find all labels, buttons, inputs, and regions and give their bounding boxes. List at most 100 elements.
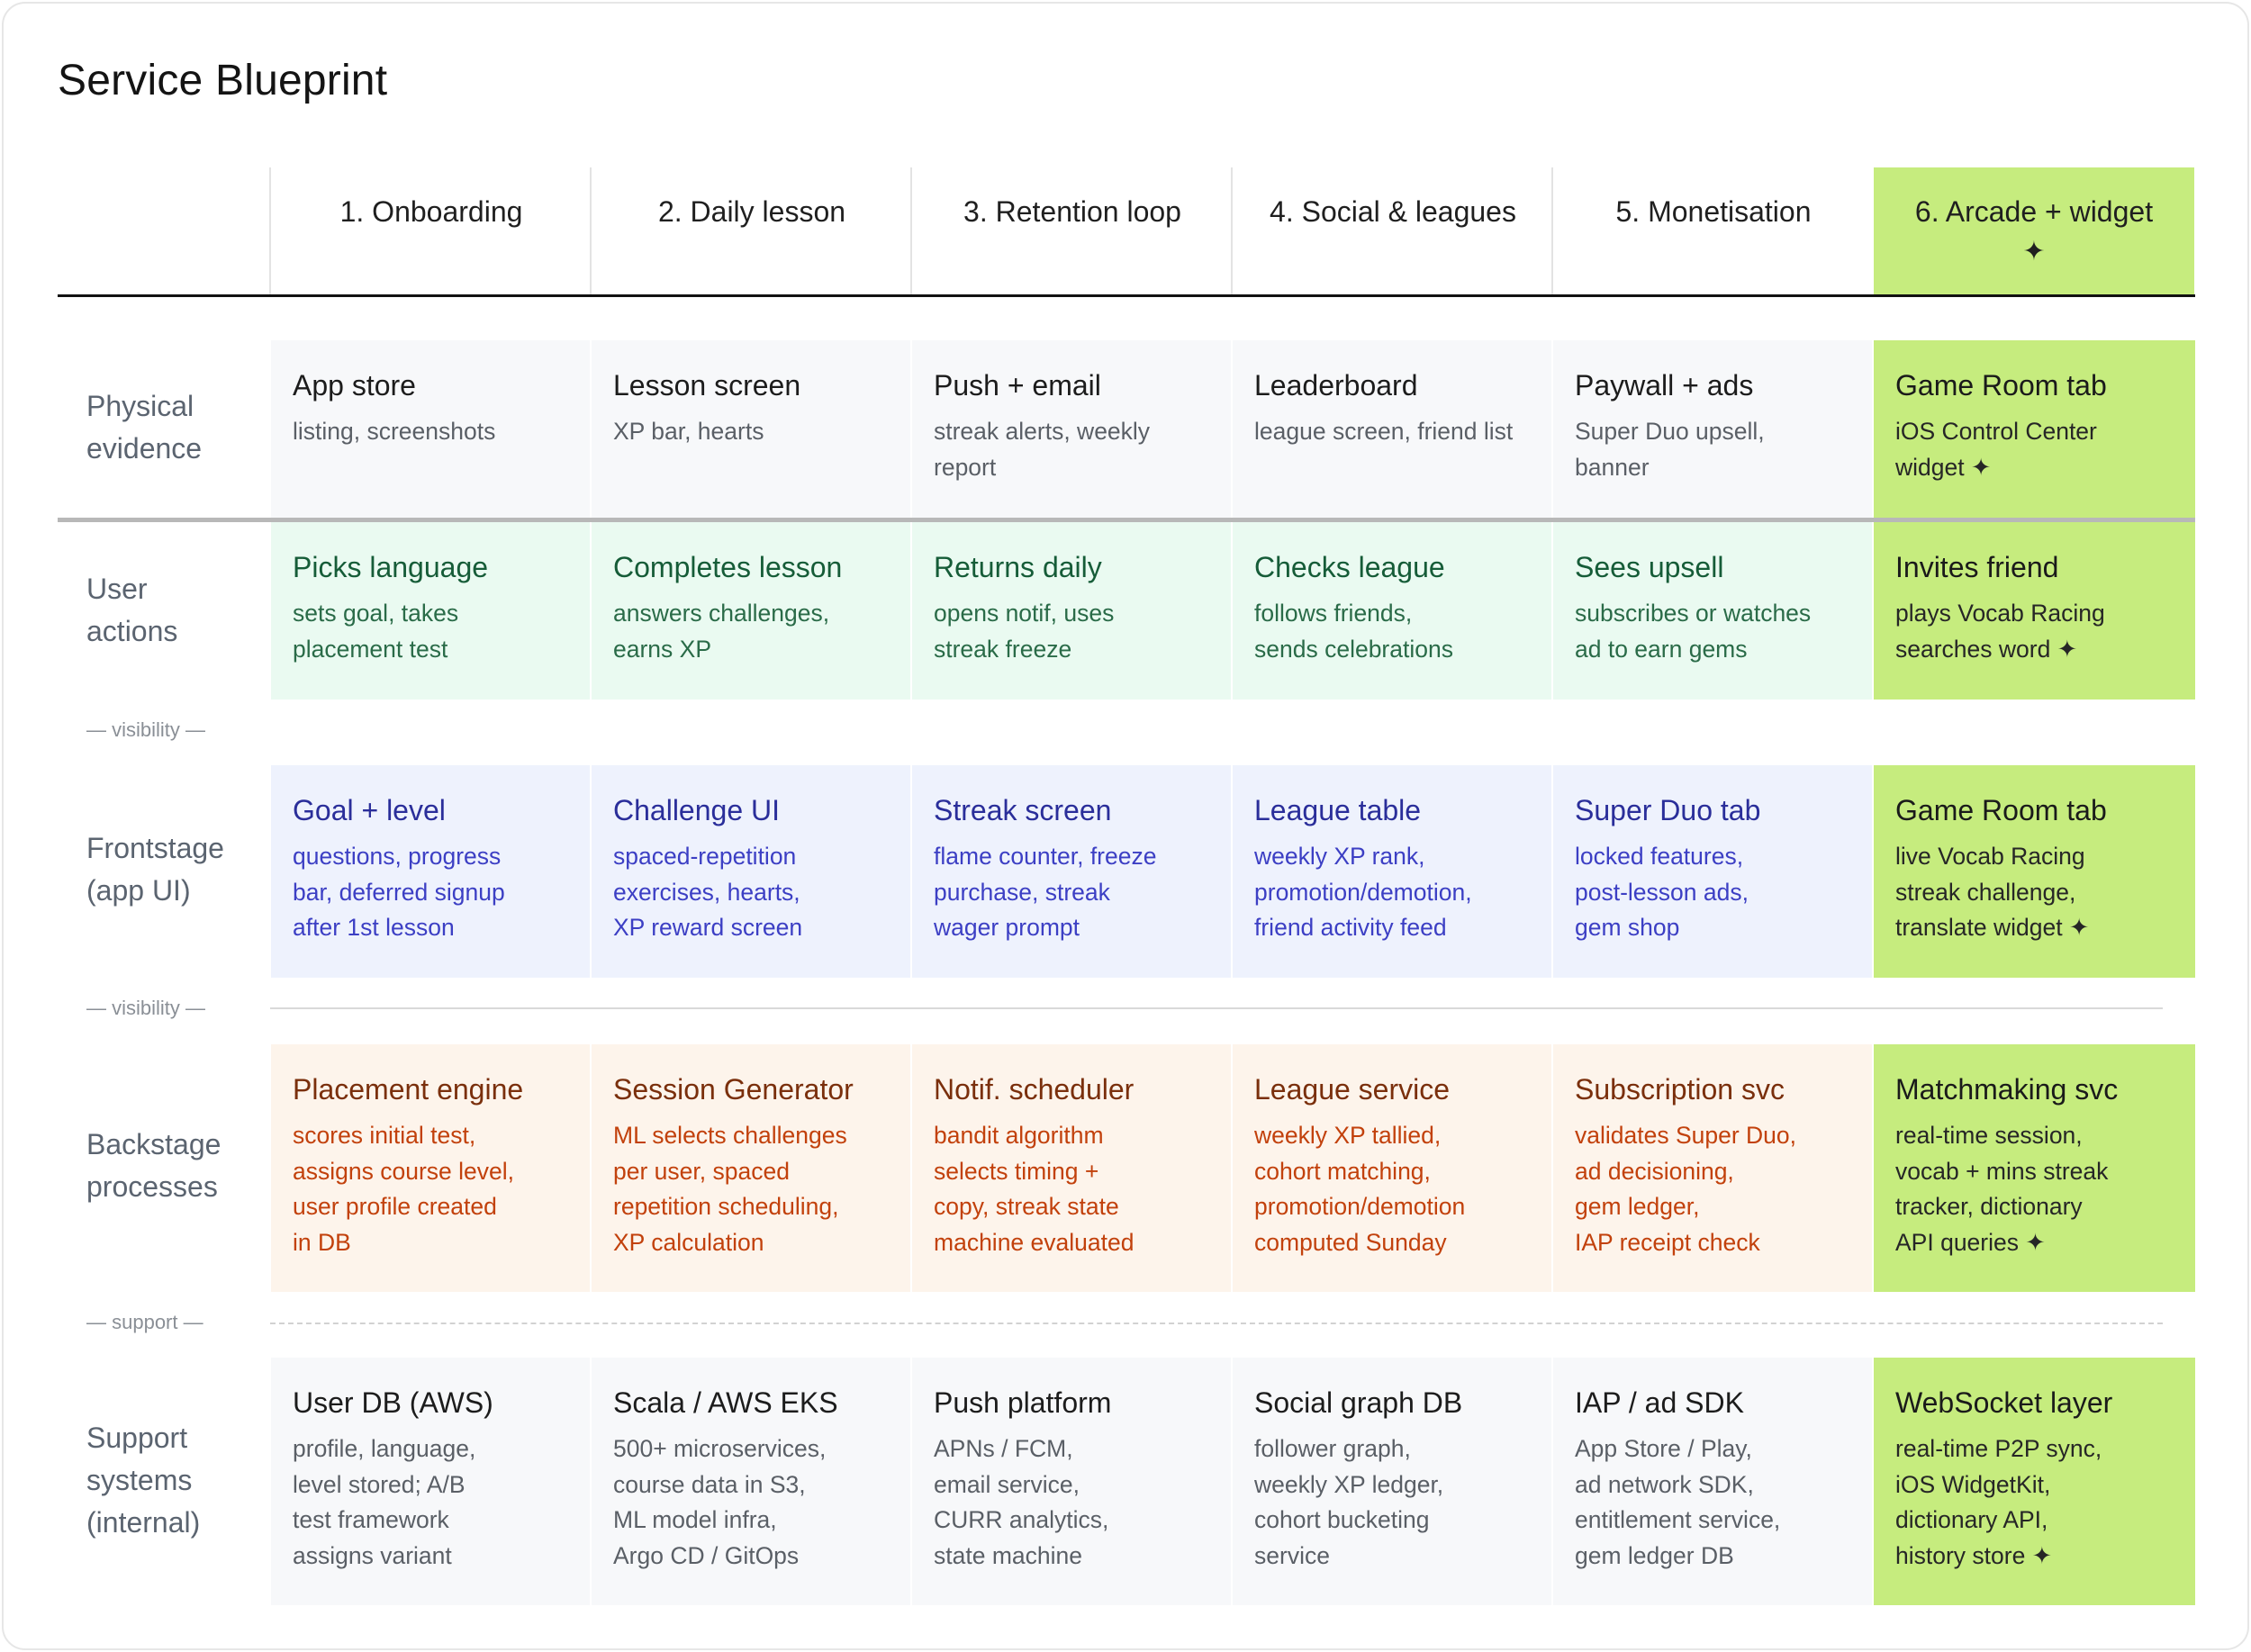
cell-description: opens notif, uses streak freeze bbox=[934, 600, 1115, 663]
cell-back-arcade: Matchmaking svc real-time session, vocab … bbox=[1874, 1044, 2195, 1292]
stage-header-onboarding: 1. Onboarding bbox=[271, 167, 592, 296]
lane-label-line: Backstage bbox=[86, 1128, 221, 1160]
cell-user-monetisation: Sees upsell subscribes or watches ad to e… bbox=[1553, 522, 1872, 700]
sparkle-icon: ✦ bbox=[2022, 237, 2046, 266]
cell-description: plays Vocab Racing searches word ✦ bbox=[1895, 600, 2105, 663]
header-rule bbox=[58, 294, 2195, 297]
stage-header-daily-lesson: 2. Daily lesson bbox=[592, 167, 912, 296]
column-separator bbox=[590, 167, 592, 296]
cell-description: App Store / Play, ad network SDK, entitlem… bbox=[1575, 1435, 1781, 1569]
cell-description: profile, language, level stored; A/B test … bbox=[293, 1435, 476, 1569]
cell-title: Sees upsell bbox=[1575, 551, 1724, 583]
cell-user-retention: Returns daily opens notif, uses streak fr… bbox=[912, 522, 1231, 700]
cell-title: Notif. scheduler bbox=[934, 1073, 1135, 1106]
cell-description: real-time session, vocab + mins streak tra… bbox=[1895, 1122, 2109, 1256]
lane-label-line: User bbox=[86, 573, 148, 605]
cell-description: iOS Control Center widget ✦ bbox=[1895, 418, 2097, 481]
lane-label-physical-evidence: Physical evidence bbox=[86, 385, 202, 470]
cell-description: APNs / FCM, email service, CURR analytics,… bbox=[934, 1435, 1109, 1569]
lane-label-line: systems bbox=[86, 1464, 193, 1496]
cell-title: Checks league bbox=[1254, 551, 1445, 583]
cell-title: App store bbox=[293, 369, 416, 402]
stage-label: 6. Arcade + widget bbox=[1914, 195, 2154, 228]
cell-back-daily-lesson: Session Generator ML selects challenges p… bbox=[592, 1044, 910, 1292]
cell-physical-retention: Push + email streak alerts, weekly report bbox=[912, 340, 1231, 518]
cell-description: XP bar, hearts bbox=[613, 418, 764, 445]
cell-title: League table bbox=[1254, 794, 1422, 826]
lane-label-line: processes bbox=[86, 1170, 218, 1203]
cell-description: follows friends, sends celebrations bbox=[1254, 600, 1453, 663]
column-separator bbox=[910, 167, 912, 296]
cell-title: Push platform bbox=[934, 1386, 1112, 1419]
cell-description: follower graph, weekly XP ledger, cohort b… bbox=[1254, 1435, 1444, 1569]
cell-description: spaced-repetition exercises, hearts, XP re… bbox=[613, 843, 803, 941]
cell-description: scores initial test, assigns course level… bbox=[293, 1122, 514, 1256]
cell-title: League service bbox=[1254, 1073, 1451, 1106]
cell-title: Goal + level bbox=[293, 794, 446, 826]
stage-header-monetisation: 5. Monetisation bbox=[1553, 167, 1874, 296]
cell-title: User DB (AWS) bbox=[293, 1386, 493, 1419]
page-title: Service Blueprint bbox=[58, 57, 388, 104]
cell-description: flame counter, freeze purchase, streak wag… bbox=[934, 843, 1157, 941]
cell-description: weekly XP tallied, cohort matching, promot… bbox=[1254, 1122, 1466, 1256]
cell-back-retention: Notif. scheduler bandit algorithm selects… bbox=[912, 1044, 1231, 1292]
lane-label-backstage: Backstage processes bbox=[86, 1124, 221, 1208]
cell-description: locked features, post-lesson ads, gem shop bbox=[1575, 843, 1749, 941]
lane-label-user-actions: User actions bbox=[86, 568, 177, 653]
cell-title: Subscription svc bbox=[1575, 1073, 1785, 1106]
cell-user-daily-lesson: Completes lesson answers challenges, earn… bbox=[592, 522, 910, 700]
cell-description: Super Duo upsell, banner bbox=[1575, 418, 1765, 481]
cell-physical-onboarding: App store listing, screenshots bbox=[271, 340, 590, 518]
cell-description: streak alerts, weekly report bbox=[934, 418, 1151, 481]
cell-title: Social graph DB bbox=[1254, 1386, 1463, 1419]
line-of-internal-interaction bbox=[270, 1323, 2163, 1324]
cell-support-retention: Push platform APNs / FCM, email service, C… bbox=[912, 1358, 1231, 1605]
stage-header-social-leagues: 4. Social & leagues bbox=[1233, 167, 1553, 296]
cell-description: answers challenges, earns XP bbox=[613, 600, 830, 663]
cell-title: Scala / AWS EKS bbox=[613, 1386, 838, 1419]
cell-front-arcade: Game Room tab live Vocab Racing streak ch… bbox=[1874, 765, 2195, 978]
cell-user-onboarding: Picks language sets goal, takes placement… bbox=[271, 522, 590, 700]
cell-title: WebSocket layer bbox=[1895, 1386, 2113, 1419]
lane-label-support-systems: Support systems (internal) bbox=[86, 1417, 200, 1544]
cell-description: subscribes or watches ad to earn gems bbox=[1575, 600, 1812, 663]
cell-front-retention: Streak screen flame counter, freeze purch… bbox=[912, 765, 1231, 978]
line-of-support-label: — support — bbox=[86, 1311, 203, 1333]
cell-title: Placement engine bbox=[293, 1073, 524, 1106]
stage-header-arcade-widget: 6. Arcade + widget ✦ bbox=[1874, 167, 2194, 296]
cell-description: live Vocab Racing streak challenge, transl… bbox=[1895, 843, 2090, 941]
cell-title: Streak screen bbox=[934, 794, 1112, 826]
cell-title: Matchmaking svc bbox=[1895, 1073, 2119, 1106]
cell-back-monetisation: Subscription svc validates Super Duo, ad … bbox=[1553, 1044, 1872, 1292]
lane-label-line: Frontstage bbox=[86, 832, 224, 864]
cell-front-daily-lesson: Challenge UI spaced-repetition exercises,… bbox=[592, 765, 910, 978]
cell-title: Super Duo tab bbox=[1575, 794, 1761, 826]
cell-physical-monetisation: Paywall + ads Super Duo upsell, banner bbox=[1553, 340, 1872, 518]
cell-description: questions, progress bar, deferred signup a… bbox=[293, 843, 505, 941]
cell-description: sets goal, takes placement test bbox=[293, 600, 459, 663]
cell-support-arcade: WebSocket layer real-time P2P sync, iOS W… bbox=[1874, 1358, 2195, 1605]
cell-title: Completes lesson bbox=[613, 551, 843, 583]
line-of-interaction bbox=[58, 518, 2195, 522]
stage-label: 2. Daily lesson bbox=[657, 195, 846, 228]
stage-header-retention-loop: 3. Retention loop bbox=[912, 167, 1233, 296]
lane-label-frontstage: Frontstage (app UI) bbox=[86, 827, 224, 912]
cell-title: Picks language bbox=[293, 551, 489, 583]
cell-title: Returns daily bbox=[934, 551, 1102, 583]
cell-physical-social: Leaderboard league screen, friend list bbox=[1233, 340, 1551, 518]
cell-user-social: Checks league follows friends, sends cele… bbox=[1233, 522, 1551, 700]
cell-title: Push + email bbox=[934, 369, 1101, 402]
cell-description: 500+ microservices, course data in S3, ML … bbox=[613, 1435, 827, 1569]
cell-front-monetisation: Super Duo tab locked features, post-lesso… bbox=[1553, 765, 1872, 978]
cell-user-arcade: Invites friend plays Vocab Racing searche… bbox=[1874, 522, 2195, 700]
cell-title: Leaderboard bbox=[1254, 369, 1418, 402]
column-separator bbox=[269, 167, 271, 296]
cell-description: league screen, friend list bbox=[1254, 418, 1514, 445]
lane-label-line: actions bbox=[86, 615, 178, 647]
lane-label-line: (internal) bbox=[86, 1506, 201, 1539]
cell-back-social: League service weekly XP tallied, cohort … bbox=[1233, 1044, 1551, 1292]
cell-description: real-time P2P sync, iOS WidgetKit, diction… bbox=[1895, 1435, 2102, 1569]
cell-title: Invites friend bbox=[1895, 551, 2059, 583]
line-of-visibility-label: — visibility — bbox=[86, 718, 206, 741]
line-of-visibility bbox=[270, 1007, 2163, 1009]
